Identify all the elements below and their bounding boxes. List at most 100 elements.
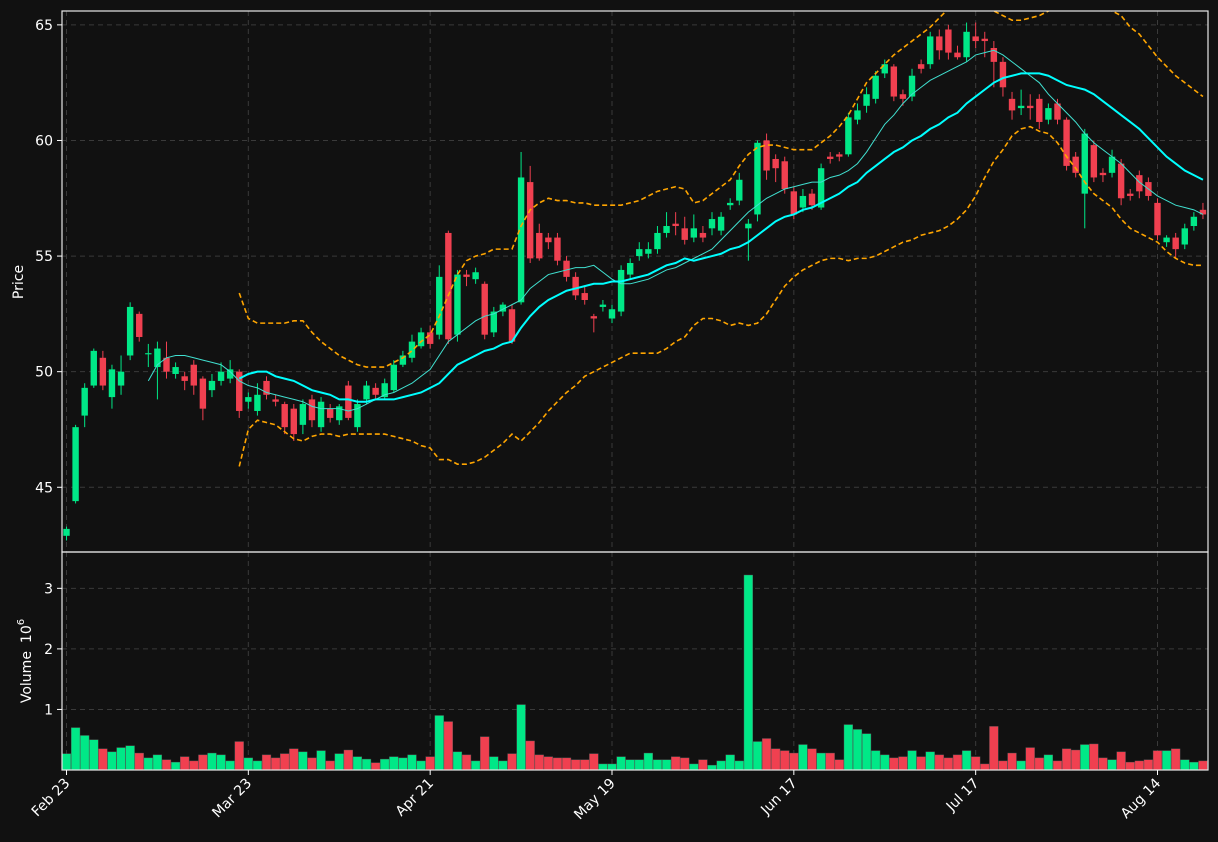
volume-bar <box>134 752 144 770</box>
volume-bar <box>734 760 744 770</box>
candle-body <box>917 64 925 69</box>
volume-bar <box>543 756 553 770</box>
candle-body <box>790 191 798 215</box>
overlay-lines <box>147 11 1204 467</box>
candle-body <box>799 195 807 208</box>
candle-body <box>390 364 397 391</box>
candle-body <box>354 404 361 428</box>
candle-body <box>1036 98 1043 122</box>
candle-body <box>717 216 725 231</box>
volume-bar <box>498 760 508 770</box>
candle-body <box>1136 175 1143 192</box>
volume-frame <box>61 551 1209 771</box>
volume-bar <box>761 738 772 770</box>
candle-body <box>136 313 143 337</box>
candle-body <box>172 367 179 374</box>
grid <box>62 11 1208 770</box>
candle-body <box>736 179 743 201</box>
volume-bar <box>471 760 481 770</box>
candle-body <box>1181 228 1188 245</box>
volume-bar <box>534 754 544 770</box>
volume-bar <box>943 757 953 770</box>
volume-bar <box>571 759 581 770</box>
volume-bar <box>271 757 281 770</box>
candle-body <box>690 228 698 238</box>
volume-bar <box>1152 750 1163 770</box>
candle-body <box>1199 209 1207 215</box>
volume-bar <box>198 754 208 770</box>
candle-body <box>1108 156 1116 173</box>
volume-bar <box>170 761 181 770</box>
volume-bar <box>1025 747 1035 770</box>
volume-bar <box>934 754 944 770</box>
volume-bar <box>1107 759 1117 770</box>
candle-body <box>154 348 161 368</box>
y-tick-label: 60 <box>35 133 53 149</box>
overlay-line <box>238 72 1204 403</box>
volume-bar <box>916 756 926 770</box>
volume-bar <box>998 760 1008 770</box>
volume-scale-base: 10 <box>19 625 35 643</box>
candle-body <box>617 269 625 312</box>
candle-body <box>272 399 279 402</box>
volume-bar <box>216 754 226 770</box>
candle-body <box>472 272 479 280</box>
candle-body <box>908 75 916 97</box>
volume-bar <box>161 759 172 770</box>
volume-bar <box>589 753 599 770</box>
volume-bar <box>280 753 290 770</box>
candle-body <box>536 232 543 259</box>
volume-bar <box>407 754 417 770</box>
volume-bar <box>816 752 826 770</box>
candle-body <box>608 309 616 319</box>
candle-body <box>899 94 907 99</box>
candle-body <box>745 223 752 229</box>
candle-body <box>226 369 234 379</box>
candle-body <box>581 293 588 300</box>
candle-body <box>754 142 761 215</box>
candle-body <box>454 274 461 335</box>
volume-bar <box>907 750 917 770</box>
candle-body <box>381 383 388 398</box>
volume-bar <box>252 760 263 770</box>
candle-body <box>599 304 607 307</box>
candle-body <box>636 249 643 257</box>
volume-bar <box>752 741 763 770</box>
volume-bar <box>316 750 326 770</box>
volume-bar <box>598 763 608 770</box>
candle-body <box>372 387 379 395</box>
candle-body <box>145 353 152 355</box>
candle-body <box>254 394 261 411</box>
candle-body <box>1117 163 1125 199</box>
candle-body <box>927 36 934 65</box>
volume-bar <box>89 739 99 770</box>
candle-body <box>726 202 734 206</box>
volume-bar <box>307 757 317 770</box>
candle-body <box>436 276 443 335</box>
volume-bar <box>62 753 72 770</box>
candle-body <box>854 110 861 120</box>
volume-bar <box>716 760 726 770</box>
volume-bar <box>834 759 844 770</box>
candle-body <box>190 364 197 386</box>
volume-bar <box>643 752 653 770</box>
volume-bar <box>180 756 190 770</box>
candle-body <box>781 161 788 190</box>
volume-bar <box>807 748 817 770</box>
candle-body <box>417 332 425 347</box>
candle-body <box>772 158 779 169</box>
candle-body <box>481 283 488 335</box>
volume-bar <box>243 757 253 770</box>
volume-bar <box>843 724 853 770</box>
candle-body <box>763 140 770 171</box>
volume-bar <box>1052 760 1063 770</box>
candle-body <box>326 408 334 418</box>
candle-body <box>281 404 288 428</box>
volume-bar <box>1180 759 1190 770</box>
volume-bar <box>207 752 217 770</box>
volume-bar <box>116 747 126 770</box>
volume-bar <box>1198 760 1208 770</box>
volume-axis-label: Volume 106 <box>16 619 35 703</box>
